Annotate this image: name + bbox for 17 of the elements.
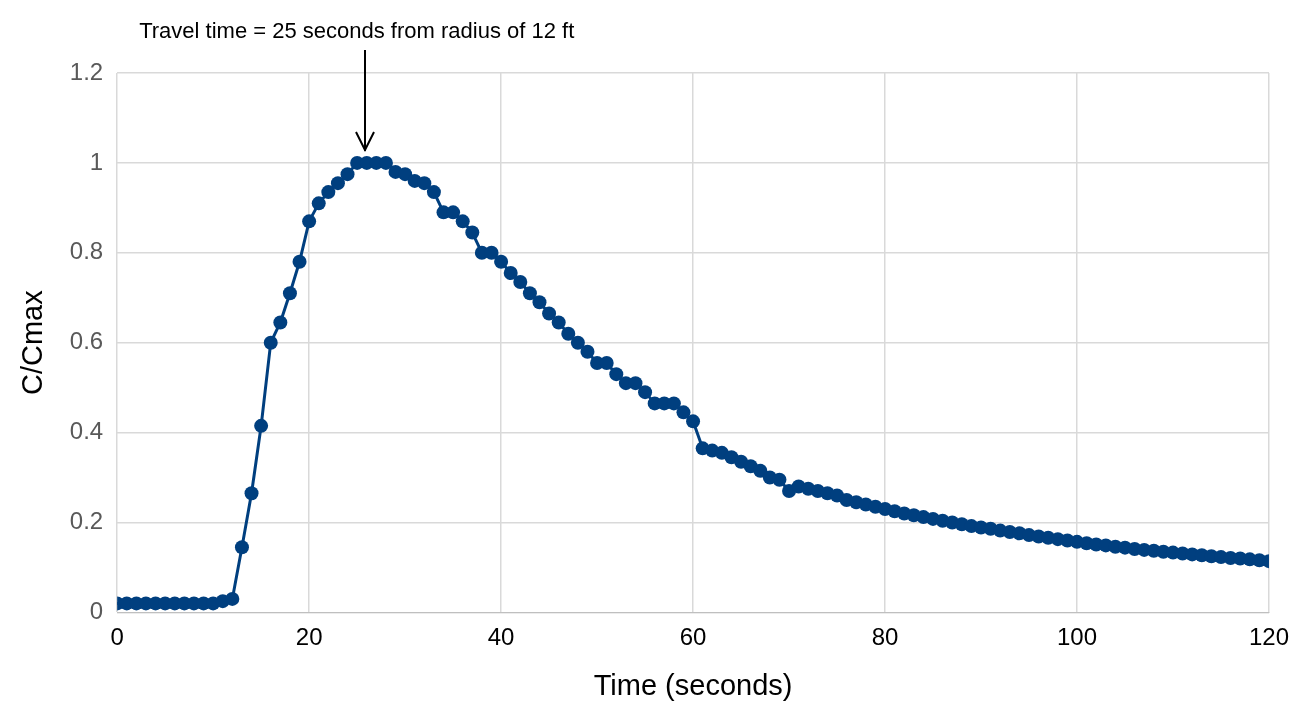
y-tick-label: 0.4 xyxy=(69,417,104,445)
x-tick-label: 80 xyxy=(871,623,899,651)
text: Travel time = 25 seconds from radius of 12 ft xyxy=(139,18,575,43)
y-tick-label: 0 xyxy=(89,597,104,625)
y-tick-label: 0.6 xyxy=(69,327,104,355)
x-tick-label: 120 xyxy=(1248,623,1289,651)
x-axis-title: Time (seconds) xyxy=(593,668,793,701)
x-tick-label: 0 xyxy=(110,623,124,651)
x-tick-label: 20 xyxy=(295,623,323,651)
y-tick-label: 0.8 xyxy=(69,237,104,265)
y-axis-title: C/Cmax xyxy=(16,289,49,396)
y-tick-label: 0.2 xyxy=(69,507,104,535)
y-tick-label: 1.2 xyxy=(69,57,104,85)
x-tick-label: 60 xyxy=(679,623,707,651)
x-tick-label: 40 xyxy=(487,623,515,651)
y-tick-label: 1 xyxy=(89,147,104,175)
x-tick-label: 100 xyxy=(1056,623,1098,651)
